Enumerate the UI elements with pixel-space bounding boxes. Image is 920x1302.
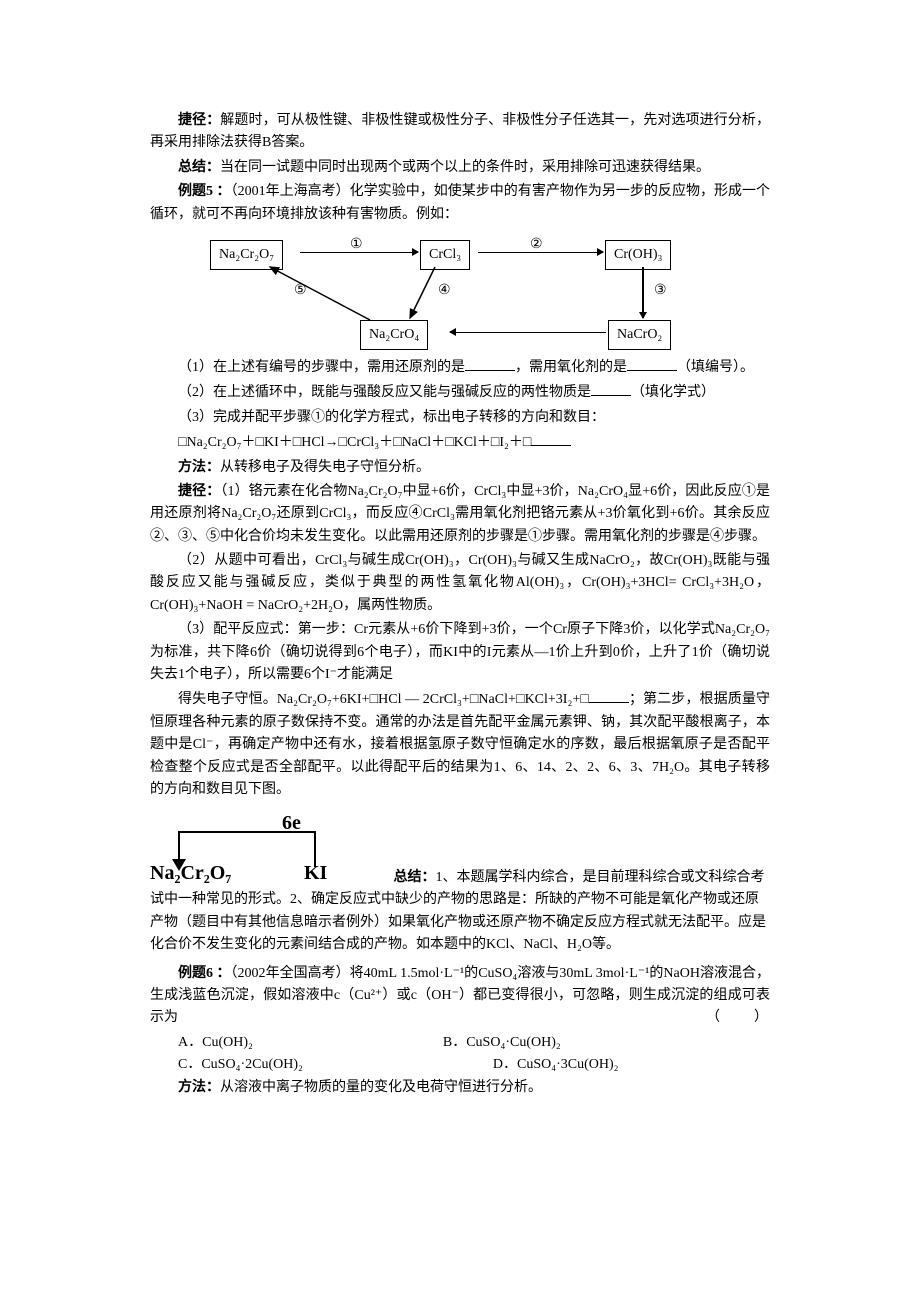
q1a: （1）在上述有编号的步骤中，需用还原剂的是 xyxy=(178,360,465,375)
shortcut-p1: 捷径：（1）铬元素在化合物Na₂Cr₂O₇中显+6价，CrCl₃中显+3价，Na… xyxy=(150,481,770,548)
step-2: ② xyxy=(530,234,543,256)
q2a: （2）在上述循环中，既能与强酸反应又能与强碱反应的两性物质是 xyxy=(178,385,591,400)
text: 从转移电子及得失电子守恒分析。 xyxy=(220,460,430,475)
label: 方法： xyxy=(178,460,220,475)
text: 解题时，可从极性键、非极性键或极性分子、非极性分子任选其一，先对选项进行分析，再… xyxy=(150,113,770,150)
shortcut-p4: 得失电子守恒。Na₂Cr₂O₇+6KI+□HCl — 2CrCl₃+□NaCl+… xyxy=(150,688,770,801)
et-6e: 6e xyxy=(282,807,301,839)
label: 总结： xyxy=(394,870,436,885)
question-3: （3）完成并配平步骤①的化学方程式，标出电子转移的方向和数目： xyxy=(150,407,770,429)
step-5: ⑤ xyxy=(294,280,307,302)
method-1: 方法：从转移电子及得失电子守恒分析。 xyxy=(150,457,770,479)
options-row-2: C．CuSO₄·2Cu(OH)₂ D．CuSO₄·3Cu(OH)₂ xyxy=(150,1054,770,1076)
option-C[interactable]: C．CuSO₄·2Cu(OH)₂ xyxy=(178,1054,303,1076)
option-D[interactable]: D．CuSO₄·3Cu(OH)₂ xyxy=(493,1054,619,1076)
label: 捷径： xyxy=(178,484,220,499)
q1c: （填编号）。 xyxy=(677,360,754,375)
para-shortcut-1: 捷径：解题时，可从极性键、非极性键或极性分子、非极性分子任选其一，先对选项进行分… xyxy=(150,110,770,155)
flow-box-2: CrCl₃ xyxy=(420,240,470,270)
et-right: KI xyxy=(304,857,327,889)
option-A[interactable]: A．Cu(OH)₂ xyxy=(178,1032,253,1054)
et-hline xyxy=(178,831,316,833)
step-1: ① xyxy=(350,234,363,256)
option-B[interactable]: B．CuSO₄·Cu(OH)₂ xyxy=(443,1032,561,1054)
shortcut-p3: （3）配平反应式：第一步：Cr元素从+6价下降到+3价，一个Cr原子下降3价，以… xyxy=(150,619,770,686)
method-2: 方法：从溶液中离子物质的量的变化及电荷守恒进行分析。 xyxy=(150,1077,770,1099)
step-3: ③ xyxy=(654,280,667,302)
label: 方法： xyxy=(178,1080,220,1095)
arrow-3 xyxy=(642,267,644,318)
example5-head: 例题5 ：（2001年上海高考）化学实验中，如使某步中的有害产物作为另一步的反应… xyxy=(150,181,770,226)
et-summary-block: 6e Na₂Cr₂O₇ KI 总结：1、本题属学科内综合，是目前理科综合或文科综… xyxy=(150,809,770,956)
text: （2002年全国高考）将40mL 1.5mol·L⁻¹的CuSO₄溶液与30mL… xyxy=(150,966,770,1026)
text: （1）铬元素在化合物Na₂Cr₂O₇中显+6价，CrCl₃中显+3价，Na₂Cr… xyxy=(150,484,770,544)
text: 当在同一试题中同时出现两个或两个以上的条件时，采用排除可迅速获得结果。 xyxy=(220,160,710,175)
p4b: ；第二步，根据质量守恒原理各种元素的原子数保持不变。通常的办法是首先配平金属元素… xyxy=(150,692,770,797)
label: 总结： xyxy=(178,160,220,175)
flow-diagram: Na₂Cr₂O₇ CrCl₃ Cr(OH)₃ Na₂CrO₄ NaCrO₂ ① … xyxy=(210,232,710,352)
label: 例题6 ： xyxy=(178,966,231,981)
equation-1: □Na₂Cr₂O₇＋□KI＋□HCl→□CrCl₃＋□NaCl＋□KCl＋□I₂… xyxy=(150,431,770,454)
eq: □Na₂Cr₂O₇＋□KI＋□HCl→□CrCl₃＋□NaCl＋□KCl＋□I₂… xyxy=(178,435,531,450)
para-summary-1: 总结：当在同一试题中同时出现两个或两个以上的条件时，采用排除可迅速获得结果。 xyxy=(150,157,770,179)
label: 捷径： xyxy=(178,113,220,128)
flow-box-1: Na₂Cr₂O₇ xyxy=(210,240,283,270)
step-4: ④ xyxy=(438,280,451,302)
blank-5[interactable] xyxy=(589,688,629,703)
q2b: （填化学式） xyxy=(631,385,715,400)
example6-head: 例题6 ：（2002年全国高考）将40mL 1.5mol·L⁻¹的CuSO₄溶液… xyxy=(150,963,770,1030)
blank-2[interactable] xyxy=(627,356,677,371)
p4a: 得失电子守恒。Na₂Cr₂O₇+6KI+□HCl — 2CrCl₃+□NaCl+… xyxy=(178,692,589,707)
text: （2001年上海高考）化学实验中，如使某步中的有害产物作为另一步的反应物，形成一… xyxy=(150,184,770,221)
flow-box-3: Cr(OH)₃ xyxy=(605,240,671,270)
text: 从溶液中离子物质的量的变化及电荷守恒进行分析。 xyxy=(220,1080,542,1095)
options-row-1: A．Cu(OH)₂ B．CuSO₄·Cu(OH)₂ xyxy=(150,1032,770,1054)
question-1: （1）在上述有编号的步骤中，需用还原剂的是 ，需用氧化剂的是 （填编号）。 xyxy=(150,356,770,379)
flow-box-5: NaCrO₂ xyxy=(608,320,671,350)
blank-3[interactable] xyxy=(591,381,631,396)
electron-transfer-diagram: 6e Na₂Cr₂O₇ KI xyxy=(150,809,380,889)
arrow-5to4 xyxy=(450,332,606,334)
flow-box-4: Na₂CrO₄ xyxy=(360,320,428,350)
blank-4[interactable] xyxy=(531,431,571,446)
blank-1[interactable] xyxy=(465,356,515,371)
label: 例题5 ： xyxy=(178,184,231,199)
et-left: Na₂Cr₂O₇ xyxy=(150,857,231,889)
paren[interactable]: （ ） xyxy=(678,1007,770,1029)
shortcut-p2: （2）从题中可看出，CrCl₃与碱生成Cr(OH)₃，Cr(OH)₃与碱又生成N… xyxy=(150,550,770,617)
q1b: ，需用氧化剂的是 xyxy=(515,360,627,375)
question-2: （2）在上述循环中，既能与强酸反应又能与强碱反应的两性物质是 （填化学式） xyxy=(150,381,770,404)
